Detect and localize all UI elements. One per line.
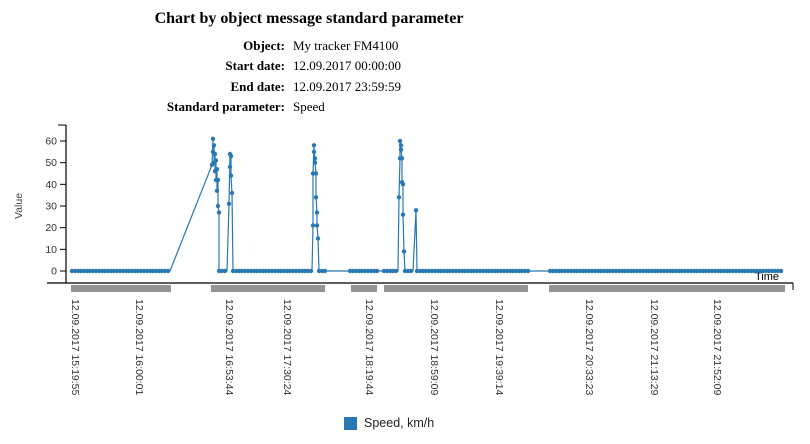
series-point <box>228 173 234 178</box>
meta-row-object: Object: My tracker FM4100 <box>0 38 810 53</box>
legend-label-speed: Speed, km/h <box>364 416 435 430</box>
series-point <box>222 268 228 274</box>
series-point <box>215 177 221 183</box>
x-tick-label: 12.09.2017 21:52:09 <box>711 299 723 396</box>
meta-label-object: Object: <box>243 38 285 53</box>
x-tick-label: 12.09.2017 16:53:44 <box>223 299 235 396</box>
y-axis-title: Value <box>13 193 25 219</box>
series-point <box>322 268 328 274</box>
series-point <box>215 203 221 209</box>
x-tick-label: 12.09.2017 15:19:55 <box>69 299 81 396</box>
series-point <box>313 195 319 200</box>
series-point <box>314 210 320 215</box>
x-tick-label: 12.09.2017 18:59:09 <box>428 299 440 396</box>
series-point <box>313 171 319 176</box>
series-point <box>396 195 402 200</box>
series-point <box>210 136 216 142</box>
series-point <box>227 164 233 170</box>
y-tick-label: 40 <box>45 179 57 191</box>
series-point <box>213 158 219 163</box>
y-tick-label: 30 <box>45 200 57 212</box>
series-point <box>413 208 419 213</box>
x-tick-label: 12.09.2017 21:13:29 <box>648 299 660 396</box>
x-tick-label: 12.09.2017 19:39:14 <box>493 299 505 396</box>
series-point <box>399 156 405 161</box>
meta-value-start-date: 12.09.2017 00:00:00 <box>293 58 401 73</box>
meta-value-standard-parameter: Speed <box>293 99 325 114</box>
meta-row-end-date: End date: 12.09.2017 23:59:59 <box>0 79 810 94</box>
series-point <box>314 223 320 228</box>
series-point <box>211 143 217 148</box>
y-tick-label: 50 <box>45 157 57 169</box>
x-axis-title: Time <box>755 271 779 283</box>
series-point <box>408 268 414 274</box>
x-tick-label: 12.09.2017 20:33:23 <box>583 299 595 396</box>
series-point <box>398 143 404 148</box>
series-point <box>398 147 404 152</box>
series-point <box>400 212 406 217</box>
x-tick-label: 12.09.2017 17:30:24 <box>281 299 293 396</box>
y-tick-label: 10 <box>45 244 57 256</box>
series-line <box>72 138 783 272</box>
meta-row-standard-parameter: Standard parameter: Speed <box>0 99 810 114</box>
series-point <box>229 190 235 196</box>
series-point <box>525 268 531 274</box>
series-point <box>212 151 218 157</box>
series-point <box>778 268 784 274</box>
series-point <box>312 156 318 161</box>
series-point <box>401 249 407 254</box>
chart-title: Chart by object message standard paramet… <box>154 10 464 27</box>
series-point <box>397 138 403 144</box>
meta-row-start-date: Start date: 12.09.2017 00:00:00 <box>0 58 810 73</box>
series-point <box>312 160 318 165</box>
legend: Speed, km/h <box>344 416 434 430</box>
series-point <box>228 153 234 159</box>
series-point <box>216 210 222 215</box>
series-point <box>226 201 232 207</box>
series-point <box>393 268 399 274</box>
series-point <box>311 143 317 148</box>
series-point <box>308 268 314 274</box>
series-point <box>315 236 321 241</box>
meta-value-end-date: 12.09.2017 23:59:59 <box>293 79 401 94</box>
series-point <box>374 268 380 274</box>
x-tick-label: 12.09.2017 18:19:44 <box>363 299 375 396</box>
y-tick-label: 0 <box>51 266 57 278</box>
series-point <box>311 149 317 155</box>
meta-label-end-date: End date: <box>230 79 285 94</box>
meta-value-object: My tracker FM4100 <box>293 38 399 53</box>
y-tick-label: 20 <box>45 222 57 234</box>
series-point <box>400 182 406 187</box>
series-point <box>214 188 220 194</box>
meta-label-standard-parameter: Standard parameter: <box>166 99 285 114</box>
series-point <box>165 268 171 274</box>
meta-label-start-date: Start date: <box>225 58 285 73</box>
series-point <box>310 223 316 228</box>
series-point <box>214 166 220 172</box>
y-tick-label: 60 <box>45 135 57 147</box>
legend-swatch-speed <box>344 416 357 430</box>
x-tick-label: 12.09.2017 16:00:01 <box>133 299 145 396</box>
